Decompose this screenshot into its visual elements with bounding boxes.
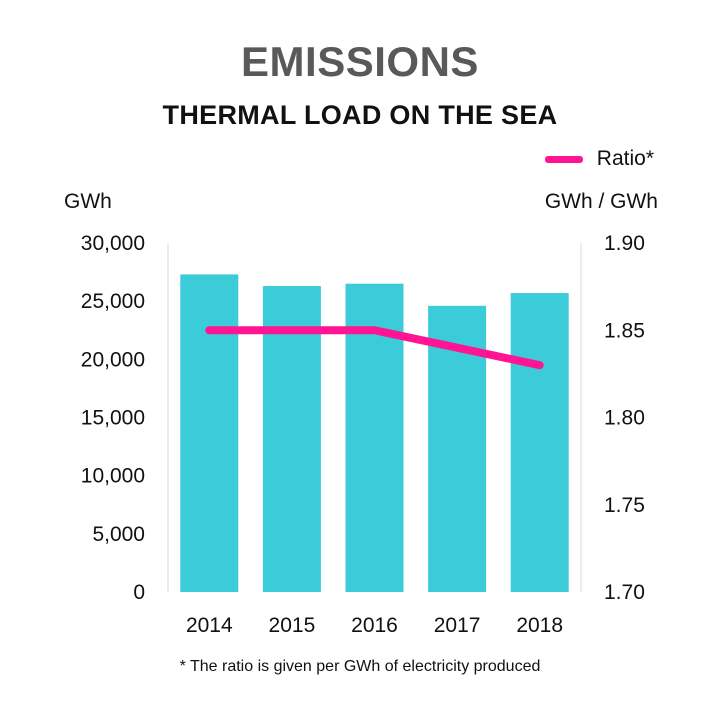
right-tick-label: 1.70 <box>604 581 645 604</box>
bar <box>180 274 239 592</box>
left-tick-label: 20,000 <box>81 348 145 371</box>
x-tick-label: 2016 <box>351 614 398 637</box>
bar <box>510 293 569 592</box>
legend: Ratio* <box>544 147 654 171</box>
left-axis-unit: GWh <box>64 190 112 213</box>
chart-title: EMISSIONS <box>241 38 479 85</box>
left-tick-label: 0 <box>133 581 145 604</box>
left-tick-label: 5,000 <box>92 523 145 546</box>
footnote: * The ratio is given per GWh of electric… <box>179 658 541 675</box>
right-tick-label: 1.75 <box>604 494 645 517</box>
left-tick-label: 15,000 <box>81 407 145 430</box>
right-tick-label: 1.80 <box>604 407 645 430</box>
right-axis-unit: GWh / GWh <box>544 190 658 213</box>
ratio-series-line <box>205 326 544 370</box>
left-tick-label: 10,000 <box>81 465 145 488</box>
left-tick-label: 30,000 <box>81 232 145 255</box>
x-tick-label: 2018 <box>516 614 563 637</box>
right-tick-label: 1.85 <box>604 319 645 342</box>
bar <box>262 286 321 592</box>
x-tick-label: 2014 <box>186 614 233 637</box>
right-tick-label: 1.90 <box>604 232 645 255</box>
x-tick-label: 2015 <box>269 614 316 637</box>
chart-subtitle: THERMAL LOAD ON THE SEA <box>162 100 558 130</box>
left-tick-label: 25,000 <box>81 290 145 313</box>
legend-label-ratio: Ratio* <box>596 147 654 170</box>
legend-line-swatch <box>544 155 583 163</box>
x-tick-label: 2017 <box>434 614 481 637</box>
